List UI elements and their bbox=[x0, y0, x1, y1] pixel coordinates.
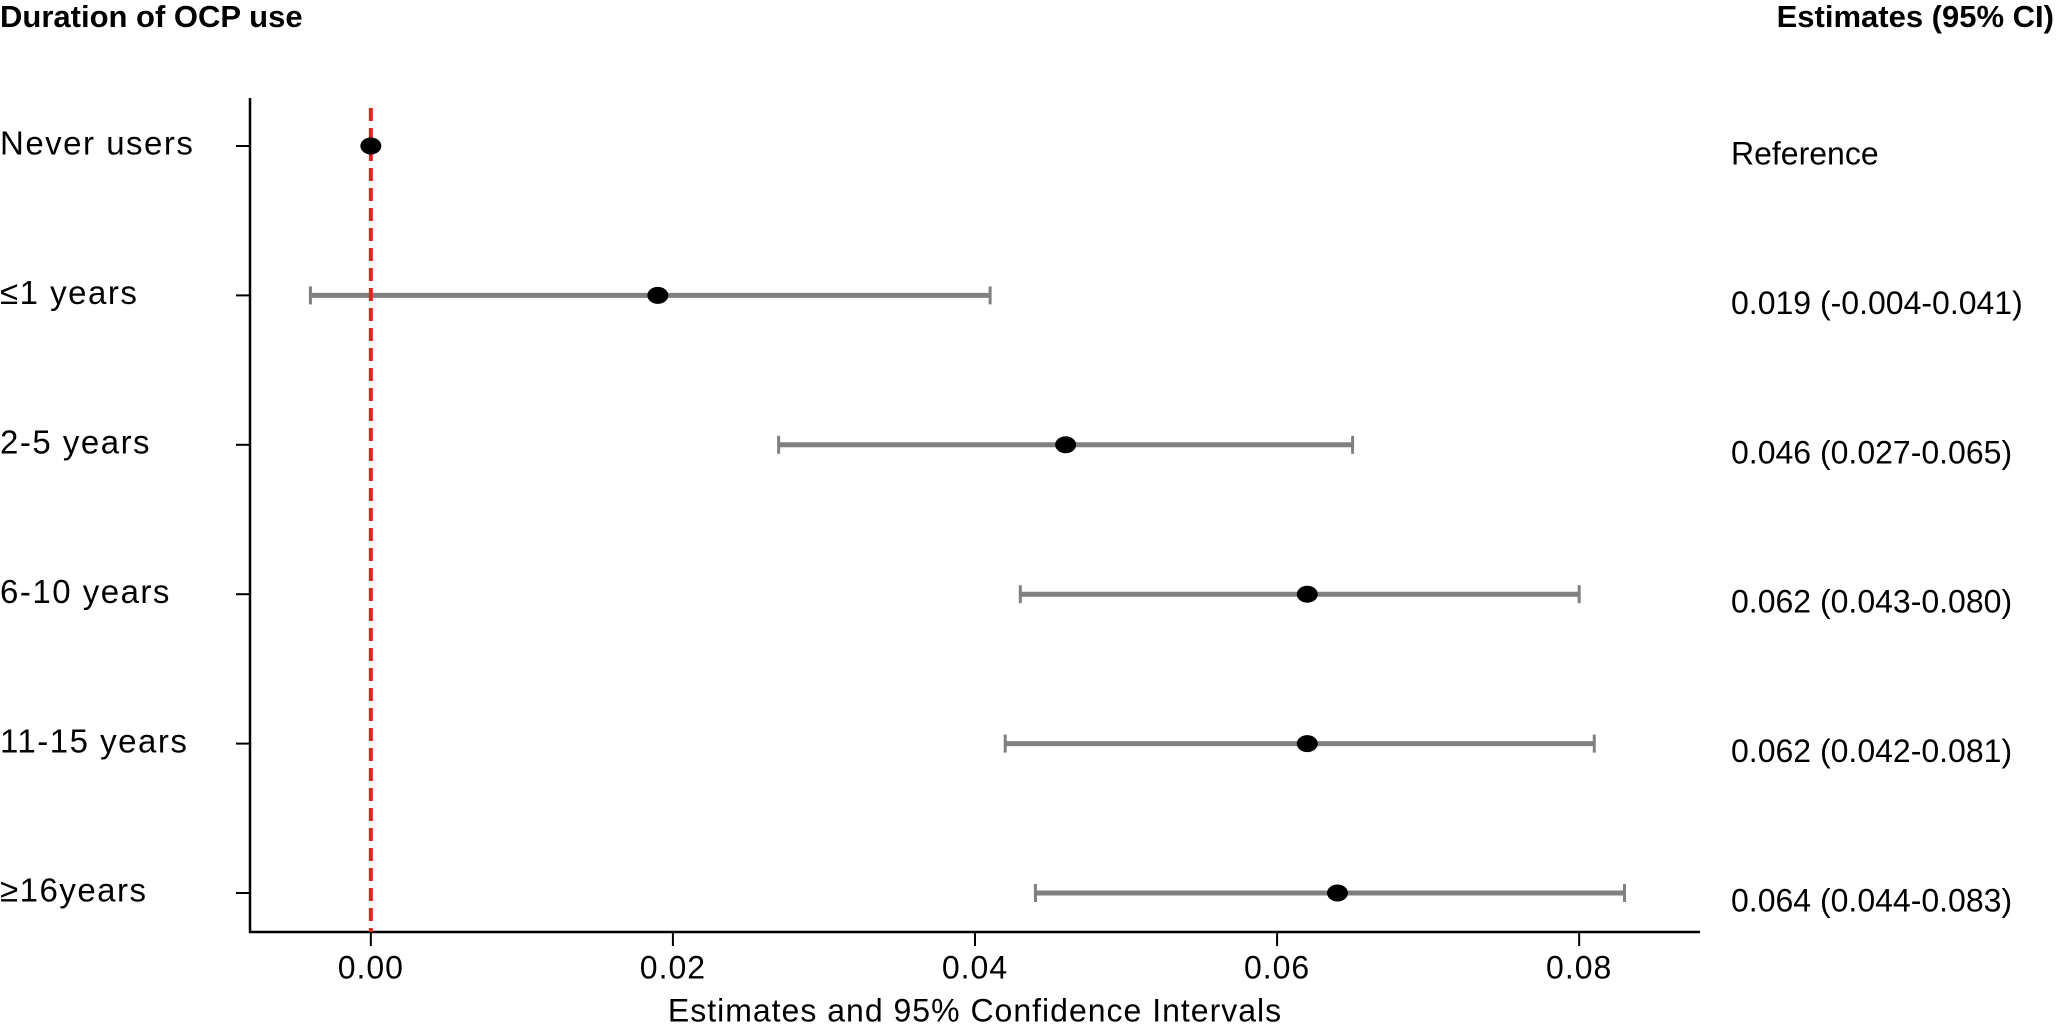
estimate-label: 0.064 (0.044-0.083) bbox=[1731, 882, 2012, 918]
x-tick-label: 0.08 bbox=[1546, 949, 1612, 985]
category-label: ≤1 years bbox=[0, 274, 138, 311]
x-tick-label: 0.00 bbox=[338, 949, 404, 985]
category-label: 2-5 years bbox=[0, 424, 151, 461]
estimate-point bbox=[360, 137, 382, 155]
estimate-label: 0.046 (0.027-0.065) bbox=[1731, 434, 2012, 470]
estimate-label: 0.062 (0.042-0.081) bbox=[1731, 733, 2012, 769]
estimate-point bbox=[1296, 585, 1318, 603]
category-label: ≥16years bbox=[0, 872, 148, 909]
x-tick-label: 0.04 bbox=[942, 949, 1008, 985]
estimate-label: 0.019 (-0.004-0.041) bbox=[1731, 285, 2023, 321]
category-label: 11-15 years bbox=[0, 722, 188, 759]
left-header: Duration of OCP use bbox=[0, 0, 303, 34]
estimate-point bbox=[1296, 735, 1318, 753]
right-header: Estimates (95% CI) bbox=[1777, 0, 2054, 34]
x-axis-label: Estimates and 95% Confidence Intervals bbox=[668, 992, 1282, 1028]
estimate-point bbox=[1055, 436, 1077, 454]
x-tick-label: 0.02 bbox=[640, 949, 706, 985]
category-label: Never users bbox=[0, 125, 194, 162]
estimate-point bbox=[1327, 884, 1348, 902]
category-label: 6-10 years bbox=[0, 573, 171, 610]
x-tick-label: 0.06 bbox=[1244, 949, 1310, 985]
estimate-label: 0.062 (0.043-0.080) bbox=[1731, 584, 2012, 620]
estimate-label: Reference bbox=[1731, 135, 1879, 171]
estimate-point bbox=[647, 286, 669, 304]
